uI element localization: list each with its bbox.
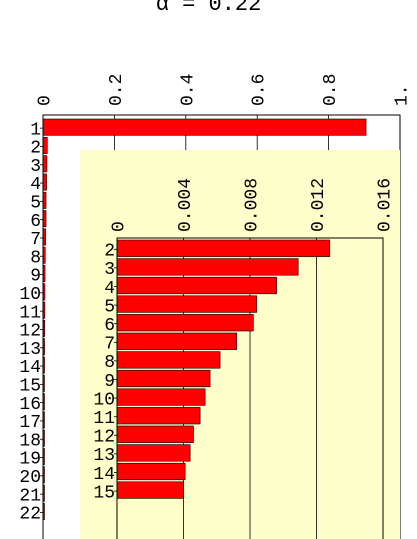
bar xyxy=(116,462,186,481)
x-tick-label: 0 xyxy=(35,95,55,106)
category-label: 10 xyxy=(19,285,41,305)
category-label: 2 xyxy=(104,242,115,262)
category-label: 7 xyxy=(30,230,41,250)
category-label: 16 xyxy=(19,395,41,415)
category-label: 8 xyxy=(104,353,115,373)
category-label: 13 xyxy=(19,340,41,360)
bar xyxy=(116,239,331,257)
category-label: 15 xyxy=(93,483,115,503)
bar xyxy=(116,481,184,499)
bar xyxy=(116,332,237,350)
category-label: 9 xyxy=(104,372,115,392)
bar xyxy=(116,407,201,425)
category-label: 12 xyxy=(19,322,41,342)
category-label: 6 xyxy=(30,212,41,232)
x-tick-label: 0.008 xyxy=(242,178,262,232)
category-label: 11 xyxy=(19,303,41,323)
category-label: 6 xyxy=(104,316,115,336)
category-label: 1 xyxy=(30,120,41,140)
category-label: 15 xyxy=(19,377,41,397)
category-label: 5 xyxy=(104,297,115,317)
category-label: 3 xyxy=(30,157,41,177)
category-label: 19 xyxy=(19,450,41,470)
bar xyxy=(42,155,48,173)
bar xyxy=(116,444,191,462)
category-label: 4 xyxy=(104,279,115,299)
category-label: 9 xyxy=(30,267,41,287)
x-tick-label: 1. xyxy=(392,84,412,106)
category-label: 17 xyxy=(19,413,41,433)
bar xyxy=(116,425,194,443)
bar xyxy=(116,276,277,295)
x-tick-label: 0.6 xyxy=(250,74,270,106)
category-label: 21 xyxy=(19,486,41,506)
category-label: 20 xyxy=(19,468,41,488)
category-label: 10 xyxy=(93,390,115,410)
category-label: 14 xyxy=(19,358,41,378)
category-label: 11 xyxy=(93,409,115,429)
category-label: 18 xyxy=(19,431,41,451)
bar xyxy=(116,369,211,388)
x-tick-label: 0.8 xyxy=(321,74,341,106)
bar xyxy=(116,258,299,276)
category-label: 14 xyxy=(93,465,115,485)
bar xyxy=(42,173,47,191)
inset-chart: 0 0.004 0.008 0.012 0.016 2345678910111213141… xyxy=(80,150,400,539)
x-tick-label: 0.004 xyxy=(176,178,196,232)
plot-frame xyxy=(116,237,384,539)
category-label: 5 xyxy=(30,194,41,214)
x-tick-label: 0.012 xyxy=(309,178,329,232)
category-label: 2 xyxy=(30,139,41,159)
chart-title: α = 0.22 xyxy=(155,0,262,17)
bar xyxy=(42,137,48,154)
category-label: 3 xyxy=(104,260,115,280)
category-label: 22 xyxy=(19,505,41,525)
bar xyxy=(116,388,206,406)
category-label: 7 xyxy=(104,335,115,355)
category-label: 8 xyxy=(30,248,41,268)
bar xyxy=(42,118,367,136)
bar xyxy=(116,295,257,313)
bar xyxy=(116,351,221,369)
x-tick-label: 0.016 xyxy=(375,178,395,232)
x-tick-label: 0.4 xyxy=(178,74,198,106)
x-tick-label: 0.2 xyxy=(107,74,127,106)
category-label: 13 xyxy=(93,446,115,466)
category-label: 12 xyxy=(93,428,115,448)
bar xyxy=(116,314,254,332)
category-label: 4 xyxy=(30,175,41,195)
x-tick-label: 0 xyxy=(109,221,129,232)
